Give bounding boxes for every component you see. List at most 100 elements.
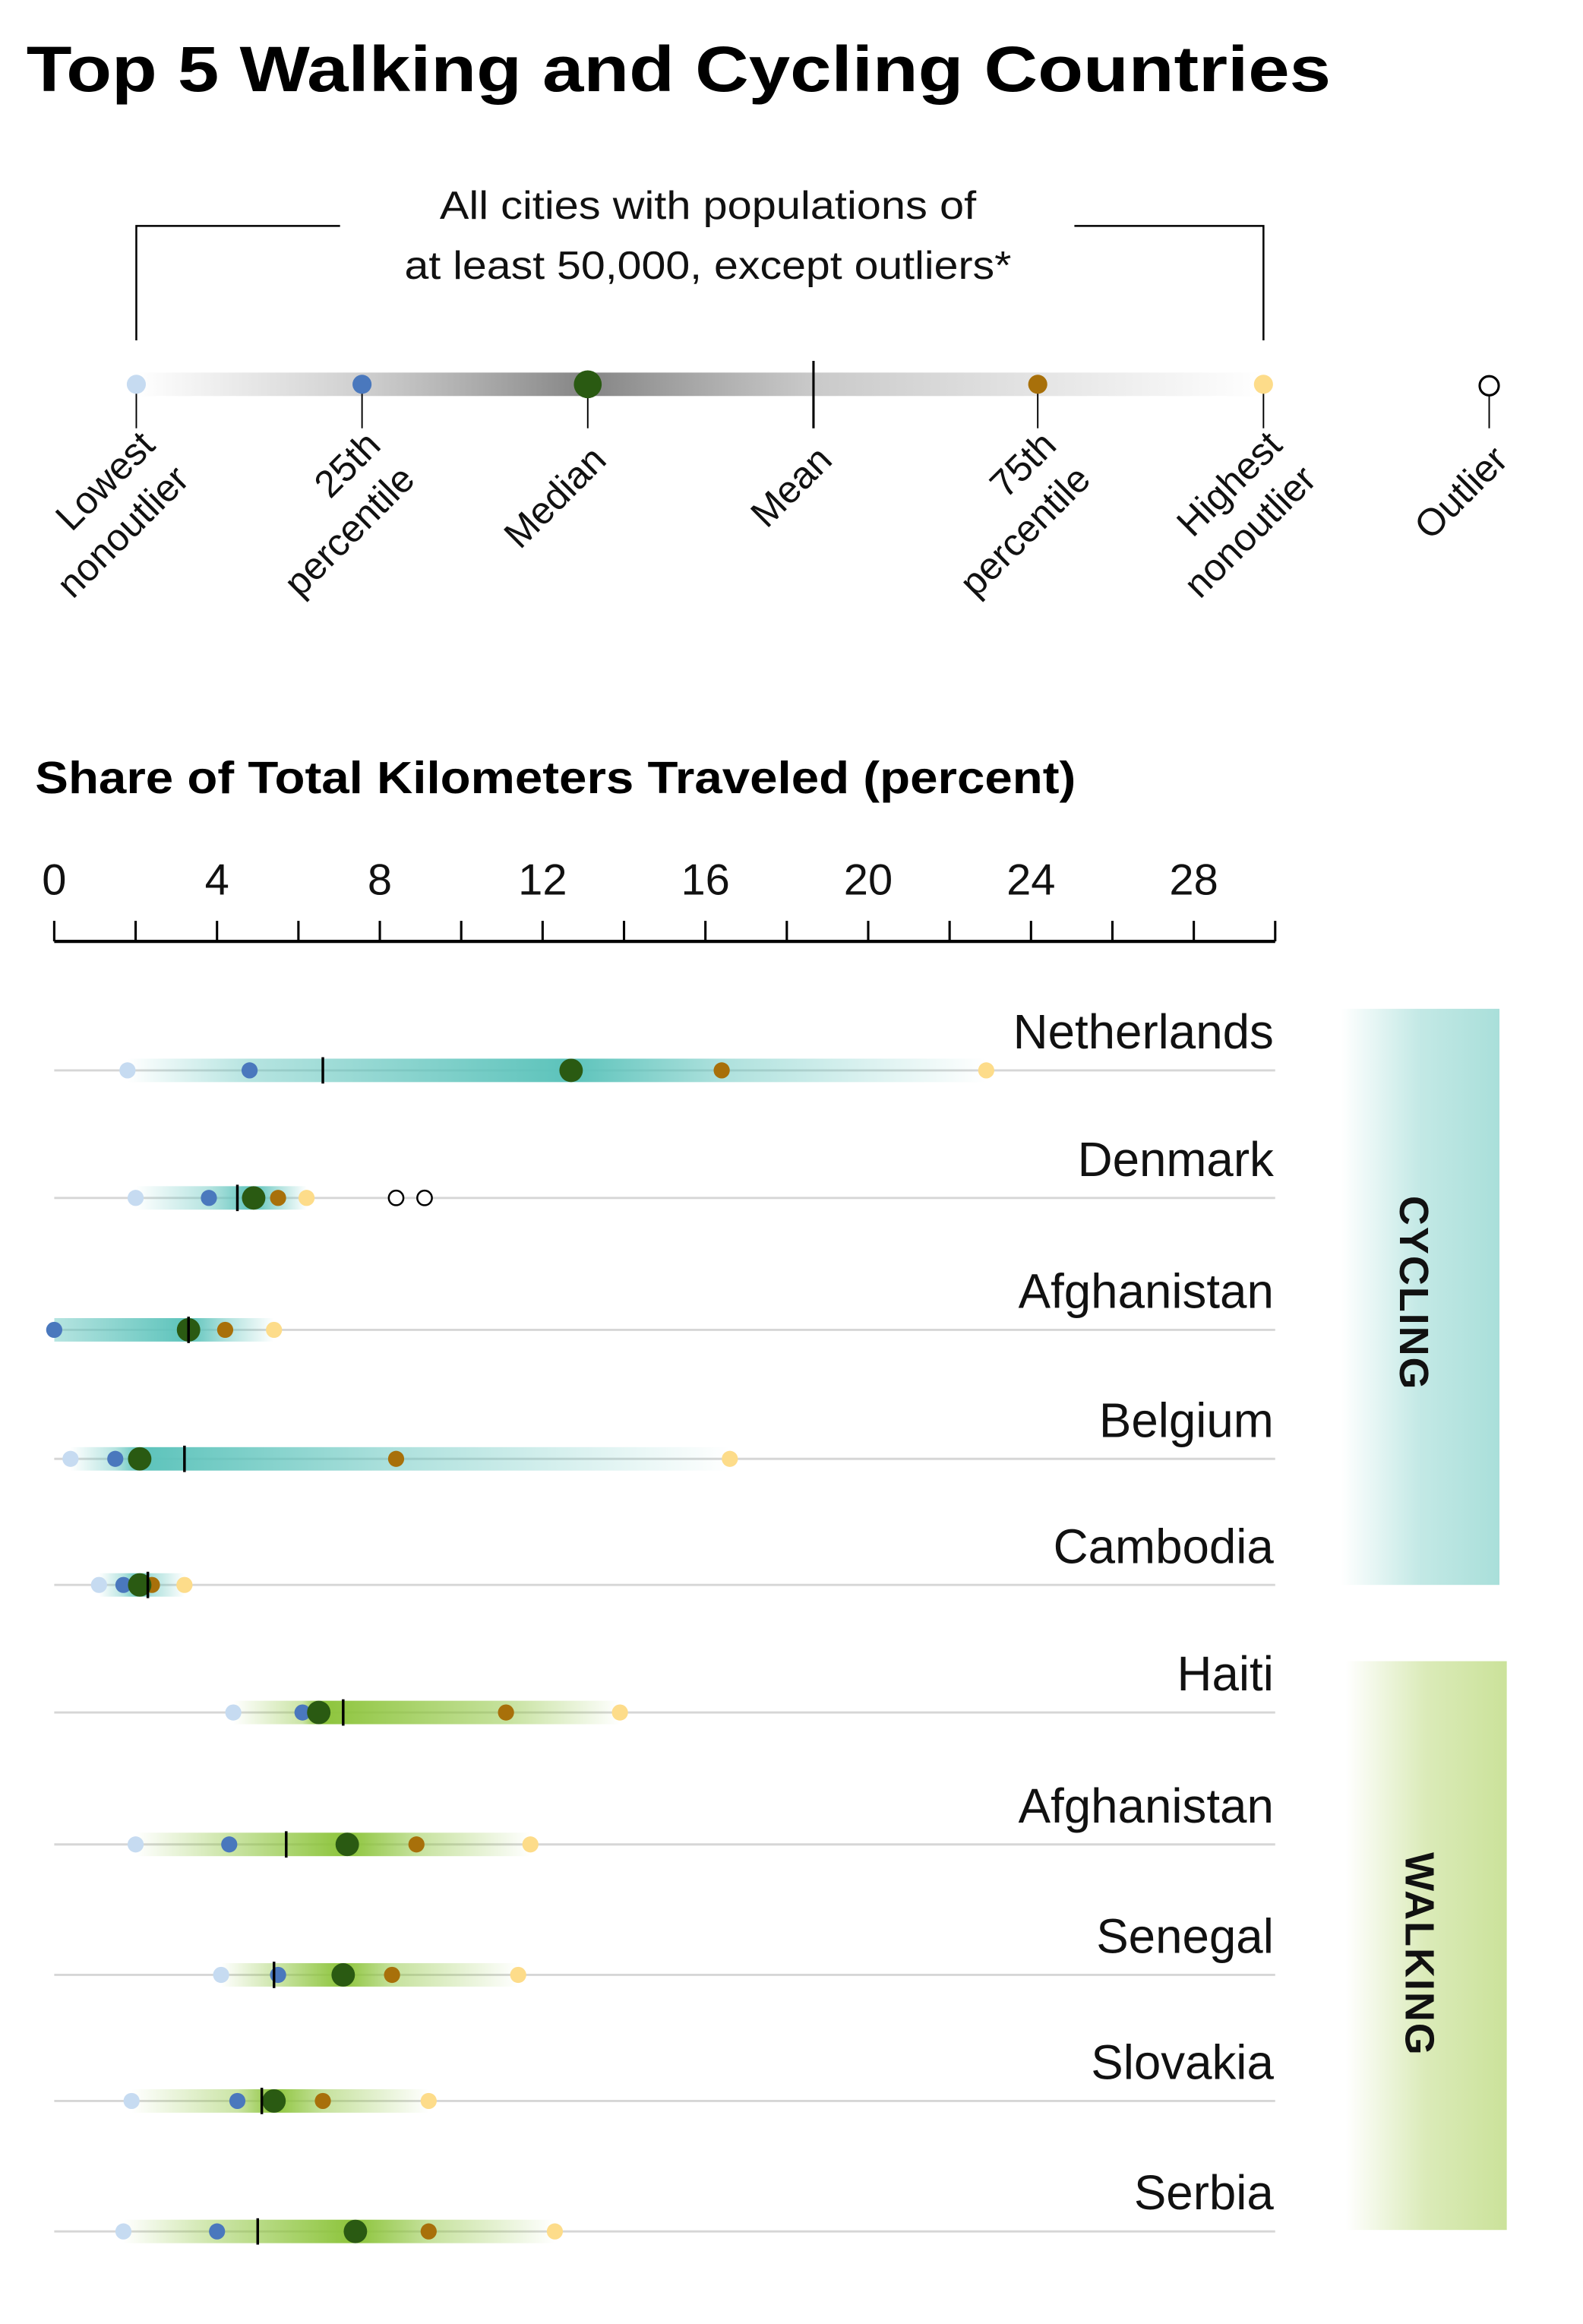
low-marker [127,1190,144,1206]
median-marker [307,1700,331,1725]
x-axis: 0 4 8 12 16 20 24 28 [42,855,1277,944]
median-marker [343,2219,368,2243]
row-afghanistan: Afghanistan [54,1779,1275,1858]
median-marker [331,1963,355,1987]
median-marker [128,1447,152,1471]
median-marker [335,1832,359,1857]
x-tick-label: 28 [1169,855,1218,904]
legend-q1-marker [352,375,372,394]
legend-gradient-bar [136,372,1264,397]
row-senegal: Senegal [54,1910,1275,1988]
country-label: Haiti [1177,1647,1274,1701]
low-marker [62,1450,79,1467]
high-marker [611,1704,628,1721]
median-marker [242,1186,266,1210]
low-marker [123,2092,140,2110]
distribution-band [123,2219,555,2243]
x-tick-label: 20 [844,855,893,904]
country-label: Slovakia [1091,2035,1274,2089]
low-marker [127,1836,144,1853]
q3-marker [387,1450,405,1467]
high-marker [510,1966,526,1984]
country-label: Netherlands [1013,1005,1274,1059]
legend-label-line: Outlier [1406,438,1515,547]
legend-label-low: Lowestnonoutlier [14,423,197,606]
median-marker [559,1058,583,1083]
row-belgium: Belgium [54,1393,1275,1472]
x-tick-label: 24 [1006,855,1055,904]
q3-marker [498,1704,514,1721]
legend: All cities with populations of at least … [14,184,1515,606]
high-marker [722,1450,738,1467]
low-marker [213,1966,229,1984]
q1-marker [241,1062,258,1079]
legend-low-marker [126,375,146,394]
legend-label-line: Median [496,438,615,556]
q1-marker [107,1450,124,1467]
group-band-cycling [1341,1008,1500,1586]
q3-marker [314,2092,331,2110]
legend-item-q3: 75thpercentile [918,375,1098,604]
median-marker [262,2088,286,2113]
legend-item-outlier: Outlier [1406,375,1515,547]
q3-marker [270,1190,286,1206]
distribution-band [221,1963,519,1987]
high-marker [546,2223,564,2240]
x-axis-title: Share of Total Kilometers Traveled (perc… [35,752,1076,803]
q3-marker [713,1062,730,1079]
low-marker [225,1704,242,1721]
group-label-cycling: CYCLING [1391,1196,1436,1391]
row-haiti: Haiti [54,1647,1275,1726]
median-marker [128,1573,152,1597]
distribution-band [127,1058,987,1083]
q1-marker [221,1836,238,1853]
low-marker [119,1062,136,1079]
legend-label-line: Mean [742,438,839,535]
high-marker [420,2092,437,2110]
legend-q3-marker [1028,375,1047,394]
legend-label-q3: 75thpercentile [918,423,1098,604]
outlier-marker [416,1189,433,1206]
legend-note-line-1: All cities with populations of [440,184,977,228]
group-bands: CYCLING WALKING [1341,1008,1507,2231]
legend-item-q1: 25thpercentile [242,375,422,604]
q1-marker [270,1966,286,1984]
group-band-walking [1345,1661,1507,2231]
country-label: Afghanistan [1019,1264,1274,1318]
high-marker [176,1576,193,1593]
q3-marker [384,1966,400,1984]
low-marker [115,2223,132,2240]
row-serbia: Serbia [54,2166,1275,2245]
x-tick-label: 8 [368,855,392,904]
country-label: Serbia [1134,2166,1275,2220]
legend-outlier-marker [1478,375,1500,397]
row-cambodia: Cambodia [54,1519,1275,1598]
legend-bracket-right [1074,225,1265,340]
row-denmark: Denmark [54,1133,1275,1212]
q3-marker [420,2223,437,2240]
country-label: Cambodia [1054,1519,1275,1573]
row-afghanistan: Afghanistan [46,1264,1275,1343]
q1-marker [201,1190,217,1206]
row-netherlands: Netherlands [54,1005,1275,1084]
legend-label-outlier: Outlier [1406,438,1515,547]
distribution-band [135,1832,531,1857]
legend-median-marker [573,370,602,399]
q1-marker [209,2223,226,2240]
group-label-walking: WALKING [1397,1852,1442,2057]
q3-marker [216,1321,234,1339]
legend-item-high: Highestnonoutlier [1168,375,1324,606]
high-marker [522,1836,539,1853]
high-marker [266,1321,283,1339]
country-label: Senegal [1096,1910,1274,1964]
distribution-band [54,1318,274,1342]
chart-title: Top 5 Walking and Cycling Countries [27,33,1331,105]
x-tick-label: 4 [205,855,229,904]
x-tick-label: 12 [518,855,567,904]
legend-label-q1: 25thpercentile [242,423,422,604]
country-label: Denmark [1078,1133,1274,1187]
q1-marker [115,1576,132,1593]
q3-marker [408,1836,425,1853]
low-marker [90,1576,107,1593]
